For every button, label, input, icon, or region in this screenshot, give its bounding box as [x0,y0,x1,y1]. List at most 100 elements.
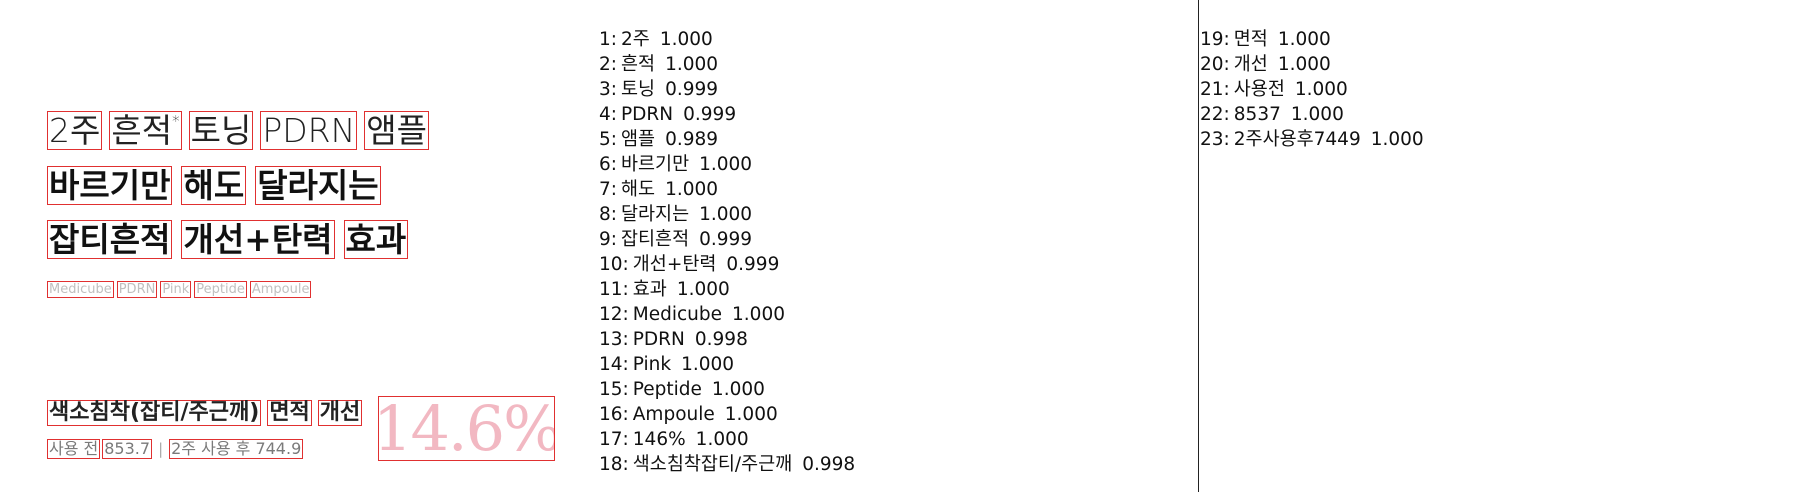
ocr-score: 1.000 [695,429,749,450]
ocr-index: 19: [1200,29,1230,50]
ocr-index: 21: [1200,79,1230,100]
title-word-even: 해도 [181,166,247,205]
ocr-text: Peptide [632,379,702,400]
ocr-index: 5: [599,129,618,150]
ocr-score: 1.000 [1277,29,1331,50]
ocr-result-line: 18: 색소침착잡티/주근깨 0.998 [599,452,855,477]
ocr-result-line: 14: Pink 1.000 [599,352,855,377]
title-word-pdrn: PDRN [260,111,358,150]
ocr-text: 146% [632,429,686,450]
ocr-text: PDRN [621,104,674,125]
ocr-score: 0.999 [683,104,737,125]
asterisk: * [172,112,180,130]
ocr-result-line: 7: 해도 1.000 [599,177,855,202]
brand-word-pdrn: PDRN [116,281,158,298]
ocr-text: 효과 [632,279,667,300]
brand-word-medicube: Medicube [47,281,114,298]
ocr-index: 10: [599,254,629,275]
title-word-effect: 효과 [343,220,409,259]
ocr-index: 20: [1200,54,1230,75]
ocr-index: 22: [1200,104,1230,125]
ocr-index: 2: [599,54,618,75]
ocr-result-line: 22: 8537 1.000 [1200,102,1424,127]
ocr-index: 4: [599,104,618,125]
percent-value: 14.6% [378,396,555,461]
ocr-text: 앰플 [621,129,656,150]
ocr-score: 1.000 [681,354,735,375]
ocr-score: 1.000 [1277,54,1331,75]
ocr-result-line: 17: 146% 1.000 [599,427,855,452]
before-label: 사용 전 [47,439,101,459]
ocr-index: 11: [599,279,629,300]
ocr-text: 달라지는 [621,204,690,225]
ocr-text: 바르기만 [621,154,690,175]
ocr-score: 0.998 [802,454,856,475]
ocr-score: 0.999 [665,79,719,100]
title-word-ampoule: 앰플 [364,111,429,150]
ocr-results-column-1: 1: 2주 1.000 2: 흔적 1.000 3: 토닝 0.999 4: PDRN 0.999 5:… [599,27,855,477]
ocr-score: 0.999 [726,254,780,275]
ocr-score: 1.000 [699,204,753,225]
ocr-text: 사용전 [1233,79,1285,100]
ocr-index: 17: [599,429,629,450]
ocr-index: 8: [599,204,618,225]
ocr-score: 1.000 [659,29,713,50]
ocr-result-line: 11: 효과 1.000 [599,277,855,302]
ocr-result-line: 16: Ampoule 1.000 [599,402,855,427]
brand-word-ampoule: Ampoule [249,281,312,298]
title-line-2: 바르기만 해도 달라지는 [47,166,381,205]
ocr-score: 1.000 [665,179,719,200]
ocr-score: 1.000 [1370,129,1424,150]
ocr-text: 2주사용후7449 [1233,129,1361,150]
ocr-result-line: 20: 개선 1.000 [1200,52,1424,77]
ocr-result-line: 12: Medicube 1.000 [599,302,855,327]
column-divider [1198,0,1199,492]
title-word-blemish-trace: 잡티흔적 [47,220,173,259]
ocr-result-line: 13: PDRN 0.998 [599,327,855,352]
ocr-text: 개선+탄력 [632,254,717,275]
ocr-text: Ampoule [632,404,715,425]
ocr-text: Pink [632,354,672,375]
ocr-result-line: 3: 토닝 0.999 [599,77,855,102]
ocr-index: 18: [599,454,629,475]
ocr-index: 6: [599,154,618,175]
ocr-score: 1.000 [1290,104,1344,125]
ocr-index: 14: [599,354,629,375]
ocr-score: 0.999 [699,229,753,250]
brand-word-peptide: Peptide [194,281,247,298]
ocr-index: 15: [599,379,629,400]
title-word-improve-elastic: 개선+탄력 [181,220,335,259]
ocr-text: 흔적 [621,54,656,75]
ocr-text: 잡티흔적 [621,229,690,250]
ocr-result-line: 19: 면적 1.000 [1200,27,1424,52]
ocr-result-line: 4: PDRN 0.999 [599,102,855,127]
stat-word-improvement: 개선 [317,400,363,426]
ocr-result-line: 2: 흔적 1.000 [599,52,855,77]
ocr-score: 0.998 [694,329,748,350]
ocr-result-line: 10: 개선+탄력 0.999 [599,252,855,277]
stat-word-area: 면적 [267,400,312,426]
ocr-index: 9: [599,229,618,250]
ocr-text: PDRN [632,329,685,350]
title-word-changes: 달라지는 [255,166,381,205]
ocr-score: 1.000 [724,404,778,425]
before-after-line: 사용 전 853.7 | 2주 사용 후 744.9 [47,439,304,459]
ocr-index: 23: [1200,129,1230,150]
ocr-score: 1.000 [699,154,753,175]
brand-line: Medicube PDRN Pink Peptide Ampoule [47,281,312,298]
title-line-3: 잡티흔적 개선+탄력 효과 [47,220,409,259]
ocr-text: 면적 [1233,29,1268,50]
ocr-result-line: 1: 2주 1.000 [599,27,855,52]
title-word-just-apply: 바르기만 [47,166,173,205]
title-line-1: 2주 흔적* 토닝 PDRN 앰플 [47,111,429,150]
ocr-result-line: 8: 달라지는 1.000 [599,202,855,227]
separator: | [158,440,164,458]
ocr-index: 16: [599,404,629,425]
title-word-2weeks: 2주 [47,111,103,150]
ocr-results-column-2: 19: 면적 1.000 20: 개선 1.000 21: 사용전 1.000 22: 8537 1.… [1200,27,1424,152]
ocr-text: 개선 [1233,54,1268,75]
ocr-result-line: 5: 앰플 0.989 [599,127,855,152]
ocr-text: 색소침착잡티/주근깨 [632,454,793,475]
ocr-index: 13: [599,329,629,350]
ocr-result-line: 9: 잡티흔적 0.999 [599,227,855,252]
